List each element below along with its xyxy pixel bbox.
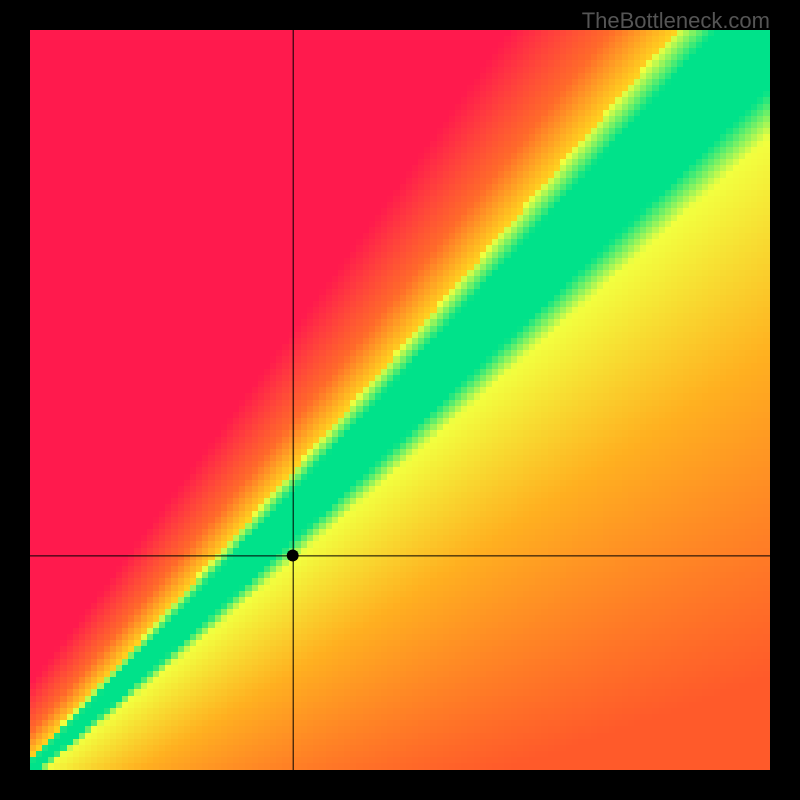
watermark-text: TheBottleneck.com	[582, 8, 770, 34]
heatmap-canvas	[30, 30, 770, 770]
plot-area	[30, 30, 770, 770]
chart-container: TheBottleneck.com	[0, 0, 800, 800]
